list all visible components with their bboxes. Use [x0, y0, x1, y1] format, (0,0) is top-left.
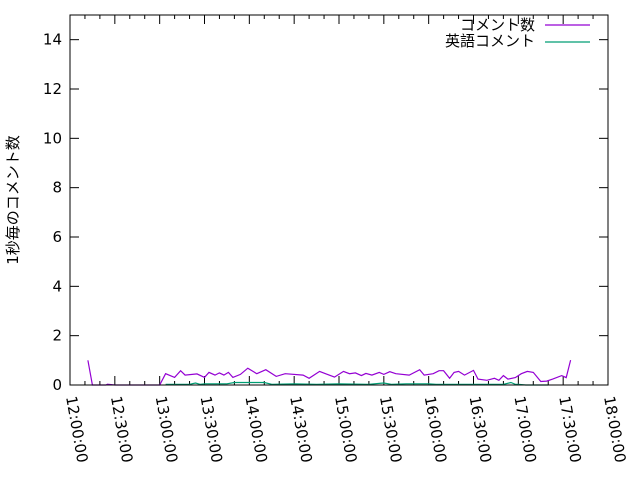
x-tick-label: 14:00:00 — [241, 395, 270, 464]
plot-border — [69, 14, 609, 386]
x-tick-label: 12:00:00 — [62, 395, 91, 464]
series-line-1 — [165, 381, 549, 386]
y-tick-label: 8 — [52, 179, 62, 197]
x-tick-label: 12:30:00 — [107, 395, 136, 464]
x-tick-label: 15:30:00 — [376, 395, 405, 464]
x-tick-label: 17:00:00 — [510, 395, 539, 464]
x-tick-label: 16:00:00 — [421, 395, 450, 464]
legend-label-english: 英語コメント — [445, 32, 535, 50]
y-tick-label: 4 — [52, 277, 62, 295]
x-tick-label: 16:30:00 — [466, 395, 495, 464]
y-tick-label: 2 — [52, 327, 62, 345]
y-tick-label: 6 — [52, 228, 62, 246]
x-tick-label: 15:00:00 — [331, 395, 360, 464]
x-tick-label: 18:00:00 — [600, 395, 629, 464]
legend: コメント数 英語コメント — [445, 16, 590, 50]
y-tick-label: 14 — [43, 31, 62, 49]
x-tick-label: 13:30:00 — [197, 395, 226, 464]
y-tick-label: 0 — [52, 376, 62, 394]
series-line-0 — [87, 359, 572, 386]
x-tick-label: 13:00:00 — [152, 395, 181, 464]
legend-label-comments: コメント数 — [460, 16, 535, 34]
x-tick-label: 14:30:00 — [286, 395, 315, 464]
x-tick-label: 17:30:00 — [555, 395, 584, 464]
y-tick-label: 10 — [43, 129, 62, 147]
y-tick-label: 12 — [43, 80, 62, 98]
axis-ticks: 0 2 4 6 8 10 12 14 12:00:00 12:30:00 13:00:00 13:30… — [43, 15, 629, 464]
y-axis-label: 1秒毎のコメント数 — [4, 135, 22, 265]
series-lines — [87, 359, 572, 386]
